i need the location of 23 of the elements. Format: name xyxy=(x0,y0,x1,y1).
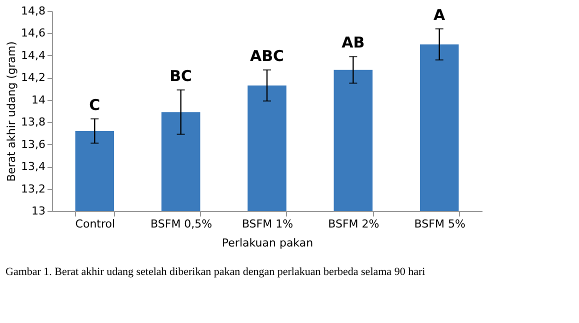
y-tick-label: 14,8 xyxy=(21,4,46,18)
y-axis-title: Berat akhir udang (gram) xyxy=(5,41,18,182)
x-tick-label: BSFM 1% xyxy=(242,218,294,230)
x-tick-label: BSFM 0,5% xyxy=(150,218,212,230)
annotation: A xyxy=(434,6,446,24)
annotation: BC xyxy=(170,66,192,85)
y-tick-label: 13,4 xyxy=(21,160,46,174)
x-tick-label: BSFM 2% xyxy=(328,218,380,230)
x-tick-label: BSFM 5% xyxy=(414,218,466,230)
y-tick-label: 13 xyxy=(32,204,46,218)
y-tick-label: 13,6 xyxy=(21,138,46,151)
annotation: AB xyxy=(342,34,365,52)
annotation: C xyxy=(89,96,100,114)
x-axis-title: Perlakuan pakan xyxy=(222,236,314,250)
y-tick-label: 13,2 xyxy=(21,182,46,196)
y-tick-label: 14,4 xyxy=(21,48,46,62)
text: Gambar 1. Berat akhir udang setelah diberikan pakan dengan perlakuan berbeda selama 90 hari xyxy=(6,266,426,278)
y-tick-label: 13,8 xyxy=(21,116,46,129)
x-tick-label: Control xyxy=(75,218,116,230)
annotation: ABC xyxy=(250,46,284,65)
y-tick-label: 14 xyxy=(32,93,46,106)
y-tick-label: 14,2 xyxy=(21,71,46,84)
y-tick-label: 14,6 xyxy=(21,26,46,40)
